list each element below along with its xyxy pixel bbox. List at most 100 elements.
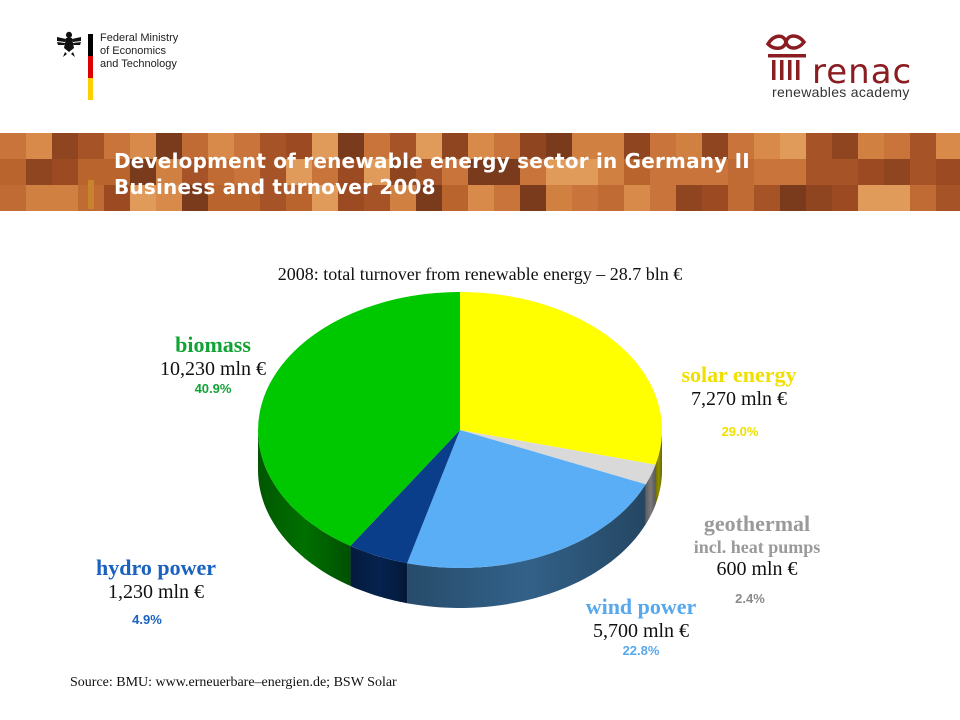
banner-tile <box>806 133 832 159</box>
banner-tile <box>832 159 858 185</box>
banner-tile <box>0 159 26 185</box>
banner-tile <box>936 159 960 185</box>
pie-slice-geothermal <box>460 430 656 485</box>
banner-tile <box>442 159 468 185</box>
pie-side-shade <box>645 464 656 525</box>
banner-tile <box>130 159 156 185</box>
banner-tile <box>624 133 650 159</box>
banner-tile <box>598 133 624 159</box>
slice-percent: 2.4% <box>735 591 765 606</box>
ministry-line: Federal Ministry <box>100 32 179 44</box>
banner-tile <box>364 185 390 211</box>
banner-tile <box>936 133 960 159</box>
banner-tile <box>494 133 520 159</box>
banner-tile <box>676 133 702 159</box>
slice-name: geothermal <box>703 511 811 536</box>
banner-tile <box>546 159 572 185</box>
banner-tile <box>364 133 390 159</box>
banner-tile <box>416 185 442 211</box>
banner-tile <box>546 133 572 159</box>
slice-name: solar energy <box>681 362 797 387</box>
slice-name: biomass <box>175 332 251 357</box>
banner-tile <box>702 133 728 159</box>
slice-value: 10,230 mln € <box>159 358 267 380</box>
banner-tile <box>130 133 156 159</box>
label-solar-energy: solar energy 7,270 mln € <box>664 362 814 411</box>
title-line-1: Development of renewable energy sector i… <box>114 149 750 173</box>
banner-tile <box>858 159 884 185</box>
banner-tile <box>208 185 234 211</box>
banner-tile <box>468 133 494 159</box>
federal-eagle-icon <box>57 31 81 57</box>
slice-percent: 4.9% <box>132 612 162 627</box>
banner-tile <box>468 185 494 211</box>
banner-tile <box>728 133 754 159</box>
banner-tile <box>650 185 676 211</box>
banner-tile <box>598 159 624 185</box>
banner-tile <box>520 133 546 159</box>
slice-value: 600 mln € <box>716 558 798 580</box>
page-title: Development of renewable energy sector i… <box>114 148 750 200</box>
slice-percent: 22.8% <box>622 643 660 658</box>
banner-tile <box>52 185 78 211</box>
banner-tile <box>234 133 260 159</box>
title-line-2: Business and turnover 2008 <box>114 175 436 199</box>
german-flag-bar <box>88 34 93 100</box>
slice-value: 5,700 mln € <box>592 620 690 642</box>
banner-tile <box>416 159 442 185</box>
banner-tile <box>156 185 182 211</box>
banner-tile <box>780 133 806 159</box>
banner-tile <box>0 133 26 159</box>
banner-tile <box>390 133 416 159</box>
banner-tile <box>468 159 494 185</box>
banner-tile <box>650 159 676 185</box>
banner-tile <box>494 159 520 185</box>
banner-tile <box>52 159 78 185</box>
slice-name: wind power <box>585 594 697 619</box>
banner-tile <box>754 133 780 159</box>
slice-value: 1,230 mln € <box>107 581 205 603</box>
slice-percent: 40.9% <box>194 381 232 396</box>
banner-tile <box>520 185 546 211</box>
banner-tile <box>286 185 312 211</box>
banner-tile <box>338 159 364 185</box>
banner-tile <box>702 159 728 185</box>
banner-tile <box>650 133 676 159</box>
slice-value: 7,270 mln € <box>690 388 788 410</box>
banner-tile <box>520 159 546 185</box>
banner-tile <box>26 159 52 185</box>
banner-tile <box>364 159 390 185</box>
banner-tile <box>572 133 598 159</box>
banner-tile <box>26 133 52 159</box>
ministry-line: and Technology <box>100 58 177 70</box>
banner-tile <box>78 133 104 159</box>
banner-tile <box>754 159 780 185</box>
chart-title: 2008: total turnover from renewable ener… <box>277 264 683 284</box>
banner-tile <box>182 133 208 159</box>
banner-tile <box>624 185 650 211</box>
banner-tile <box>338 185 364 211</box>
banner-tile <box>104 159 130 185</box>
banner-tile <box>910 159 936 185</box>
banner-tile <box>260 133 286 159</box>
banner-tile <box>234 185 260 211</box>
banner-tile <box>728 185 754 211</box>
pie-slice-solar-energy <box>460 292 662 465</box>
banner-tile <box>572 185 598 211</box>
banner-tile <box>806 185 832 211</box>
banner-tile <box>208 133 234 159</box>
slice-subname: incl. heat pumps <box>693 537 821 557</box>
label-hydro-power: hydro power 1,230 mln € <box>76 555 236 604</box>
banner-tile <box>26 185 52 211</box>
banner-accent-bar <box>88 180 94 209</box>
banner-tile <box>312 159 338 185</box>
banner-tile <box>208 159 234 185</box>
pie-slice-biomass <box>258 292 460 546</box>
banner-tile <box>0 185 26 211</box>
banner-tile <box>884 185 910 211</box>
banner-tile <box>754 185 780 211</box>
pie-slice-wind-power <box>407 430 646 569</box>
label-geothermal: geothermal incl. heat pumps 600 mln € <box>672 511 842 581</box>
pct-geothermal: 2.4% <box>710 591 790 606</box>
